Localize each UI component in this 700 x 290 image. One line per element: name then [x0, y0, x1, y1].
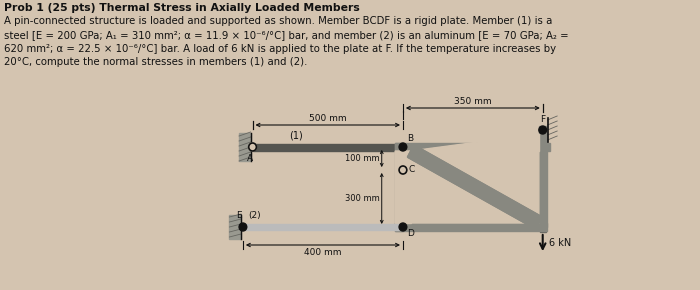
Bar	[395, 223, 547, 231]
Text: 620 mm²; α = 22.5 × 10⁻⁶/°C] bar. A load of 6 kN is applied to the plate at F. I: 620 mm²; α = 22.5 × 10⁻⁶/°C] bar. A load…	[4, 44, 556, 53]
Text: D: D	[407, 229, 414, 238]
Polygon shape	[395, 134, 539, 223]
Bar	[395, 143, 550, 151]
Text: steel [E = 200 GPa; A₁ = 310 mm²; α = 11.9 × 10⁻⁶/°C] bar, and member (2) is an : steel [E = 200 GPa; A₁ = 310 mm²; α = 11…	[4, 30, 568, 40]
Circle shape	[399, 166, 407, 174]
Circle shape	[539, 126, 547, 134]
Bar	[540, 135, 545, 232]
Text: (1): (1)	[289, 130, 303, 140]
Text: E: E	[237, 211, 242, 220]
Circle shape	[248, 143, 256, 151]
Circle shape	[239, 223, 247, 231]
Bar	[230, 215, 241, 239]
Text: A: A	[246, 154, 253, 163]
Text: 100 mm: 100 mm	[345, 154, 380, 163]
Polygon shape	[395, 151, 411, 223]
Text: 6 kN: 6 kN	[550, 238, 572, 248]
Text: 400 mm: 400 mm	[304, 248, 342, 257]
Text: 20°C, compute the normal stresses in members (1) and (2).: 20°C, compute the normal stresses in mem…	[4, 57, 307, 67]
Text: (2): (2)	[248, 211, 261, 220]
Text: Prob 1 (25 pts) Thermal Stress in Axially Loaded Members: Prob 1 (25 pts) Thermal Stress in Axiall…	[4, 3, 360, 13]
Circle shape	[399, 223, 407, 231]
Circle shape	[399, 143, 407, 151]
Polygon shape	[407, 145, 542, 229]
Text: F: F	[540, 115, 545, 124]
Text: B: B	[407, 134, 413, 143]
Text: 350 mm: 350 mm	[454, 97, 491, 106]
Polygon shape	[407, 145, 542, 229]
Bar	[539, 126, 547, 227]
Bar	[253, 144, 403, 151]
Text: C: C	[409, 166, 415, 175]
Text: A pin-connected structure is loaded and supported as shown. Member BCDF is a rig: A pin-connected structure is loaded and …	[4, 17, 552, 26]
Text: 300 mm: 300 mm	[345, 194, 380, 203]
Bar	[239, 133, 251, 161]
Polygon shape	[411, 134, 539, 151]
Bar	[395, 143, 403, 231]
Bar	[243, 224, 403, 230]
Text: 500 mm: 500 mm	[309, 114, 346, 123]
